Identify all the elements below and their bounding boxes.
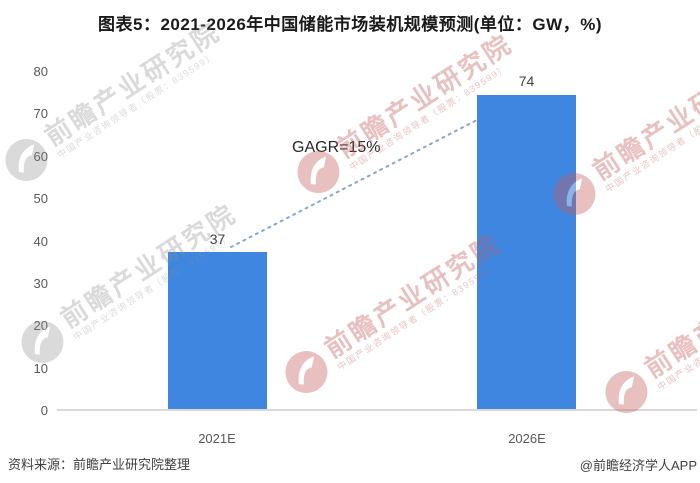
bar-2026e <box>477 95 576 409</box>
cagr-annotation: GAGR=15% <box>292 139 381 156</box>
y-tick-label: 80 <box>33 64 48 79</box>
bar-2021e <box>168 252 267 409</box>
bar-value-label-2021e: 37 <box>209 231 226 247</box>
y-axis: 80 70 60 50 40 30 20 10 0 <box>0 64 48 418</box>
y-tick-label: 30 <box>33 275 48 291</box>
y-tick-label: 10 <box>33 360 48 376</box>
source-note: 资料来源：前瞻产业研究院整理 <box>8 457 191 472</box>
y-tick-label: 40 <box>33 233 48 249</box>
y-tick-label: 20 <box>33 318 48 334</box>
y-tick-label: 70 <box>33 106 48 122</box>
plot-area: 37 74 <box>57 72 697 411</box>
y-tick-label: 0 <box>40 403 48 418</box>
app-credit: @前瞻经济学人APP <box>579 458 697 473</box>
chart-title: 图表5：2021-2026年中国储能市场装机规模预测(单位：GW，%) <box>98 15 602 34</box>
category-label-2026e: 2026E <box>508 431 546 446</box>
category-label-2021e: 2021E <box>198 431 236 446</box>
bar-value-label-2026e: 74 <box>518 73 535 89</box>
y-tick-label: 60 <box>33 148 48 164</box>
y-tick-label: 50 <box>33 191 48 207</box>
